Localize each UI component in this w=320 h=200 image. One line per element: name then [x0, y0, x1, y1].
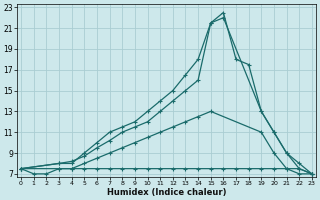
X-axis label: Humidex (Indice chaleur): Humidex (Indice chaleur) — [107, 188, 226, 197]
